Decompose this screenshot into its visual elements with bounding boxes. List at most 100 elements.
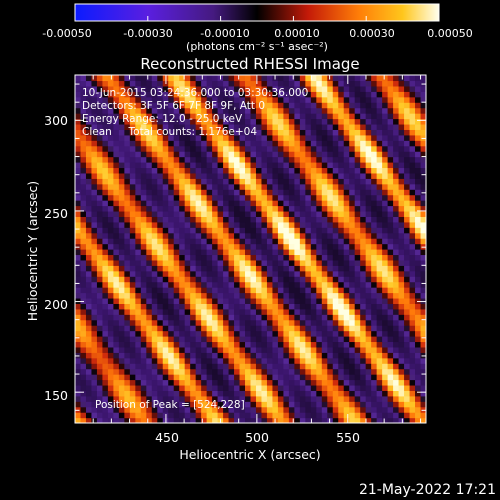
heatmap-cell xyxy=(217,401,224,408)
heatmap-cell xyxy=(382,357,389,364)
heatmap-cell xyxy=(382,259,389,266)
heatmap-cell xyxy=(420,91,426,98)
heatmap-cell xyxy=(157,319,164,326)
heatmap-cell xyxy=(102,151,109,158)
heatmap-cell xyxy=(288,292,295,299)
heatmap-cell xyxy=(239,194,246,201)
heatmap-cell xyxy=(409,96,416,103)
heatmap-cell xyxy=(85,134,93,141)
heatmap-cell xyxy=(398,210,405,217)
heatmap-cell xyxy=(371,287,378,294)
heatmap-cell xyxy=(349,96,356,103)
heatmap-cell xyxy=(376,75,383,82)
heatmap-cell xyxy=(310,123,317,130)
heatmap-cell xyxy=(387,189,394,196)
heatmap-cell xyxy=(157,379,164,386)
heatmap-cell xyxy=(201,308,208,315)
heatmap-cell xyxy=(129,183,136,190)
heatmap-cell xyxy=(299,216,306,223)
heatmap-cell xyxy=(250,178,257,185)
heatmap-cell xyxy=(360,145,367,152)
heatmap-cell xyxy=(261,292,268,299)
heatmap-cell xyxy=(223,102,230,109)
heatmap-cell xyxy=(91,145,98,152)
heatmap-cell xyxy=(118,145,125,152)
heatmap-cell xyxy=(266,390,274,397)
heatmap-cell xyxy=(338,151,345,158)
heatmap-cell xyxy=(272,346,279,353)
heatmap-cell xyxy=(157,417,164,423)
heatmap-cell xyxy=(321,292,328,299)
heatmap-cell xyxy=(173,205,180,212)
heatmap-cell xyxy=(409,238,416,245)
heatmap-cell xyxy=(146,200,153,207)
heatmap-cell xyxy=(398,140,405,147)
heatmap-cell xyxy=(157,189,164,196)
heatmap-cell xyxy=(190,189,197,196)
heatmap-cell xyxy=(288,129,295,136)
heatmap-cell xyxy=(140,216,147,223)
heatmap-cell xyxy=(201,216,208,223)
heatmap-cell xyxy=(102,85,109,92)
heatmap-cell xyxy=(223,178,230,185)
heatmap-cell xyxy=(371,172,378,179)
heatmap-cell xyxy=(135,412,142,419)
heatmap-cell xyxy=(404,281,411,288)
heatmap-cell xyxy=(135,102,142,109)
heatmap-cell xyxy=(195,80,202,87)
heatmap-cell xyxy=(382,216,389,223)
heatmap-cell xyxy=(360,221,367,228)
heatmap-cell xyxy=(365,205,372,212)
heatmap-cell xyxy=(239,216,246,223)
heatmap-cell xyxy=(157,254,164,261)
heatmap-cell xyxy=(360,134,367,141)
heatmap-cell xyxy=(107,183,114,190)
heatmap-cell xyxy=(239,254,246,261)
heatmap-cell xyxy=(349,183,356,190)
heatmap-cell xyxy=(212,151,219,158)
heatmap-cell xyxy=(354,325,361,332)
heatmap-cell xyxy=(75,368,82,375)
heatmap-cell xyxy=(212,276,219,283)
heatmap-cell xyxy=(140,172,147,179)
heatmap-cell xyxy=(228,401,235,408)
heatmap-cell xyxy=(261,314,268,321)
heatmap-cell xyxy=(343,259,350,266)
heatmap-cell xyxy=(102,123,109,130)
heatmap-cell xyxy=(371,374,378,381)
heatmap-cell xyxy=(310,189,317,196)
heatmap-cell xyxy=(420,232,426,239)
heatmap-cell xyxy=(245,80,252,87)
heatmap-cell xyxy=(376,156,383,163)
heatmap-cell xyxy=(266,210,274,217)
heatmap-cell xyxy=(250,368,257,375)
heatmap-cell xyxy=(217,178,224,185)
heatmap-cell xyxy=(124,210,131,217)
heatmap-cell xyxy=(195,85,202,92)
heatmap-cell xyxy=(151,363,158,370)
heatmap-cell xyxy=(327,221,334,228)
heatmap-cell xyxy=(277,395,284,402)
heatmap-cell xyxy=(179,75,186,82)
heatmap-cell xyxy=(162,374,169,381)
heatmap-cell xyxy=(96,270,104,277)
heatmap-cell xyxy=(135,357,142,364)
heatmap-cell xyxy=(239,75,246,82)
heatmap-cell xyxy=(179,330,186,337)
heatmap-cell xyxy=(228,352,235,359)
heatmap-cell xyxy=(129,265,136,272)
heatmap-cell xyxy=(234,297,241,304)
heatmap-cell xyxy=(212,254,219,261)
heatmap-cell xyxy=(146,80,153,87)
heatmap-cell xyxy=(404,75,411,82)
heatmap-cell xyxy=(349,308,356,315)
heatmap-cell xyxy=(349,341,356,348)
heatmap-cell xyxy=(387,308,394,315)
heatmap-cell xyxy=(294,270,301,277)
heatmap-cell xyxy=(371,183,378,190)
heatmap-cell xyxy=(96,395,104,402)
heatmap-cell xyxy=(184,194,191,201)
heatmap-cell xyxy=(255,189,263,196)
heatmap-cell xyxy=(140,346,147,353)
heatmap-cell xyxy=(151,417,158,423)
